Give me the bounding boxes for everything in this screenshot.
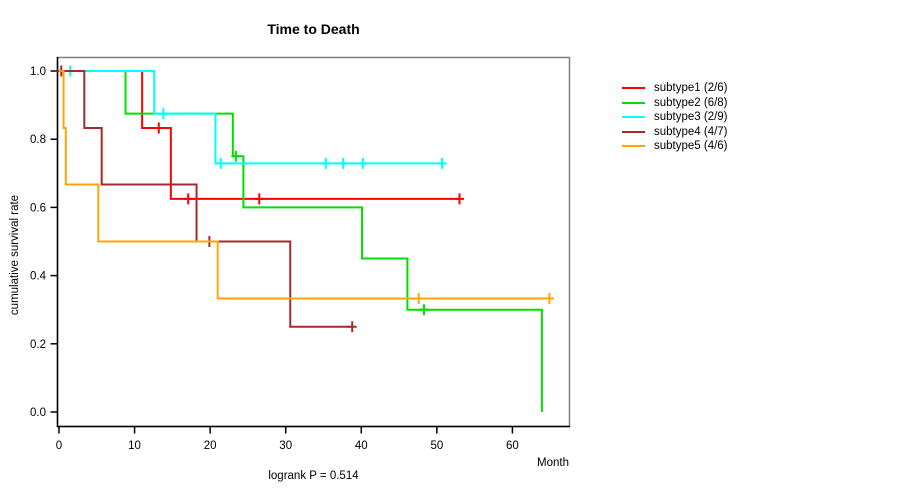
censor-mark-subtype5 xyxy=(414,292,424,304)
censor-mark-subtype4 xyxy=(347,321,357,333)
legend-label: subtype4 (4/7) xyxy=(654,125,728,138)
legend-label: subtype1 (2/6) xyxy=(654,82,728,94)
km-curve-subtype4 xyxy=(59,70,353,328)
x-tick-label: 10 xyxy=(128,440,141,452)
censor-mark-subtype2 xyxy=(419,304,429,316)
x-tick-label: 0 xyxy=(56,440,62,452)
censor-mark-subtype1 xyxy=(254,193,264,205)
y-tick-label: 0.8 xyxy=(30,134,46,146)
legend-line-swatch xyxy=(622,116,645,119)
censor-mark-subtype3 xyxy=(437,157,447,169)
censor-mark-subtype1 xyxy=(455,193,465,205)
legend-item-subtype2: subtype2 (6/8) xyxy=(622,96,728,111)
censor-mark-subtype3 xyxy=(338,157,348,169)
x-axis-label: Month xyxy=(537,457,569,469)
x-tick-label: 50 xyxy=(430,440,443,452)
km-curve-subtype1 xyxy=(59,70,460,200)
legend: subtype1 (2/6) subtype2 (6/8) subtype3 (2/… xyxy=(622,81,728,154)
legend-line-swatch xyxy=(622,145,645,148)
logrank-annotation: logrank P = 0.514 xyxy=(268,470,359,482)
y-tick-label: 0.6 xyxy=(30,202,46,214)
legend-item-subtype1: subtype1 (2/6) xyxy=(622,81,728,96)
legend-line-swatch xyxy=(622,101,645,104)
censor-mark-subtype1 xyxy=(183,193,193,205)
x-tick-label: 60 xyxy=(506,440,519,452)
y-tick-label: 0.0 xyxy=(30,407,46,419)
censor-mark-subtype1 xyxy=(154,122,164,134)
legend-line-swatch xyxy=(622,130,645,133)
censor-mark-subtype5 xyxy=(544,292,554,304)
y-tick-label: 0.2 xyxy=(30,339,46,351)
legend-label: subtype3 (2/9) xyxy=(654,111,728,123)
legend-item-subtype3: subtype3 (2/9) xyxy=(622,110,728,125)
x-tick-label: 40 xyxy=(355,440,368,452)
x-tick-label: 20 xyxy=(204,440,217,452)
legend-label: subtype5 (4/6) xyxy=(654,140,728,152)
censor-mark-subtype3 xyxy=(216,157,226,169)
legend-line-swatch xyxy=(622,87,645,90)
legend-label: subtype2 (6/8) xyxy=(654,96,728,109)
legend-item-subtype5: subtype5 (4/6) xyxy=(622,139,728,154)
y-tick-label: 0.4 xyxy=(30,271,47,283)
km-curve-subtype3 xyxy=(59,70,443,165)
y-tick-label: 1.0 xyxy=(30,66,46,78)
censor-mark-subtype2 xyxy=(231,150,241,162)
censor-mark-subtype3 xyxy=(321,157,331,169)
km-curve-subtype2 xyxy=(59,70,543,412)
y-axis-label: cumulative survival rate xyxy=(9,194,21,316)
legend-item-subtype4: subtype4 (4/7) xyxy=(622,125,728,140)
censor-mark-subtype3 xyxy=(358,157,368,169)
chart-title: Time to Death xyxy=(267,21,360,37)
x-tick-label: 30 xyxy=(279,440,292,452)
censor-mark-subtype3 xyxy=(158,108,168,120)
km-curve-subtype5 xyxy=(59,70,550,300)
